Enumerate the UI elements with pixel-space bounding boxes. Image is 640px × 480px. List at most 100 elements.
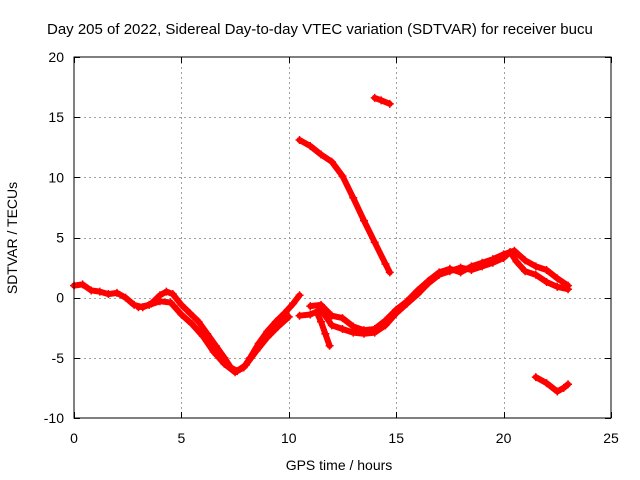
y-tick-label: 0 [56,290,64,306]
data-point [359,216,368,225]
data-points [70,93,573,396]
data-point [312,308,321,317]
y-tick-label: 5 [56,230,64,246]
series-band [296,137,393,276]
data-point [531,262,540,271]
series-top-segment [370,93,394,108]
data-point [145,300,154,309]
series-recovery-upper [306,246,573,335]
data-point [553,274,562,283]
series-bottom-right-segment [531,373,573,396]
data-point [424,276,433,285]
series-main-band-lower [134,297,293,377]
data-point [370,238,379,247]
data-point [295,311,304,320]
grid-lines [74,57,611,418]
x-tick-label: 15 [388,430,404,446]
data-point [177,310,186,319]
axis-ticks: 0 5 10 15 20 25 -10 -5 0 5 10 15 20 [44,49,619,446]
data-point [284,312,293,321]
data-point [317,150,326,159]
data-point [499,250,508,259]
chart-title: Day 205 of 2022, Sidereal Day-to-day VTE… [47,21,593,38]
data-point [349,322,358,331]
data-point [521,267,530,276]
data-point [188,320,197,329]
y-tick-label: -10 [44,410,64,426]
data-point [263,333,272,342]
y-tick-label: 20 [48,49,64,65]
data-point [104,290,113,299]
data-point [321,329,330,338]
x-tick-label: 20 [496,430,512,446]
data-point [385,268,394,277]
data-point [327,157,336,166]
data-point [338,314,347,323]
data-point [349,193,358,202]
data-point [162,287,171,296]
data-point [542,278,551,287]
x-tick-label: 5 [178,430,186,446]
data-point [392,305,401,314]
data-point [402,297,411,306]
data-point [194,317,203,326]
data-point [456,268,465,277]
data-point [185,309,194,318]
data-point [359,326,368,335]
data-point [542,379,551,388]
data-point [209,347,218,356]
y-tick-label: -5 [52,350,65,366]
x-tick-label: 10 [281,430,297,446]
data-point [121,293,130,302]
data-point [327,321,336,330]
data-point [198,332,207,341]
data-point [95,287,104,296]
data-point [531,373,540,382]
data-point [381,259,390,268]
data-point [112,288,121,297]
data-point [306,302,315,311]
series-main-band [70,280,304,376]
data-point [271,317,280,326]
y-tick-label: 10 [48,169,64,185]
data-point [478,258,487,267]
data-point [377,96,386,105]
data-point [177,300,186,309]
data-point [553,282,562,291]
data-point [325,341,334,350]
data-point [564,281,573,290]
series-band [313,309,333,349]
series-spike-11h [312,308,334,350]
data-point [78,280,87,289]
data-point [280,309,289,318]
y-tick-label: 15 [48,109,64,125]
data-point [338,172,347,181]
data-point [488,255,497,264]
data-point [166,298,175,307]
data-point [531,270,540,279]
data-point [445,264,454,273]
data-point [231,368,240,377]
x-tick-label: 25 [603,430,619,446]
series-upper-arc [295,136,394,277]
data-point [542,265,551,274]
y-axis-label: SDTVAR / TECUs [4,182,20,294]
data-point [559,383,568,392]
data-point [317,300,326,309]
data-point [553,387,562,396]
data-point [274,322,283,331]
data-point [413,286,422,295]
data-point [252,346,261,355]
data-point [306,310,315,319]
data-point [467,262,476,271]
data-point [435,268,444,277]
data-point [168,290,177,299]
data-point [327,311,336,320]
data-point [512,257,521,266]
data-point [370,93,379,102]
data-point [370,324,379,333]
data-point [295,136,304,145]
data-point [381,316,390,325]
